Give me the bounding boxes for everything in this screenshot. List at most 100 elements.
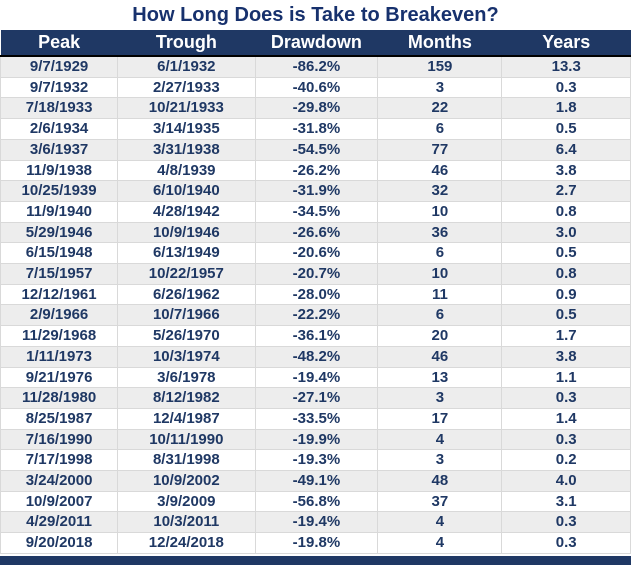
cell-drawdown: -26.6%: [254, 221, 379, 244]
cell-drawdown: -36.1%: [254, 325, 379, 347]
cell-months: 6: [377, 118, 503, 140]
cell-months: 22: [377, 97, 503, 120]
cell-trough: 3/31/1938: [117, 138, 256, 161]
table-row: 7/16/1990 10/11/1990 -19.9% 4 0.3: [0, 428, 631, 451]
cell-drawdown: -27.1%: [254, 387, 379, 409]
cell-peak: 2/6/1934: [0, 118, 119, 140]
cell-drawdown: -54.5%: [254, 138, 379, 161]
cell-peak: 8/25/1987: [0, 407, 119, 430]
cell-drawdown: -19.3%: [254, 449, 379, 472]
cell-months: 3: [377, 449, 503, 472]
cell-peak: 2/9/1966: [0, 304, 119, 327]
cell-drawdown: -31.8%: [254, 118, 379, 140]
cell-trough: 10/3/1974: [117, 345, 256, 368]
cell-drawdown: -34.5%: [254, 200, 379, 223]
cell-years: 0.3: [501, 532, 631, 554]
cell-peak: 3/6/1937: [0, 138, 119, 161]
cell-trough: 6/1/1932: [117, 55, 256, 78]
table-row: 3/24/2000 10/9/2002 -49.1% 48 4.0: [0, 470, 631, 492]
cell-months: 4: [377, 428, 503, 451]
cell-peak: 3/24/2000: [0, 470, 119, 492]
cell-peak: 12/12/1961: [0, 283, 119, 306]
column-header-drawdown: Drawdown: [255, 30, 378, 57]
cell-drawdown: -40.6%: [254, 76, 379, 99]
cell-peak: 4/29/2011: [0, 511, 119, 534]
cell-peak: 11/28/1980: [0, 387, 119, 409]
table-row: 11/28/1980 8/12/1982 -27.1% 3 0.3: [0, 387, 631, 409]
column-header-years: Years: [501, 30, 631, 57]
cell-trough: 10/11/1990: [117, 428, 256, 451]
cell-years: 0.9: [501, 283, 631, 306]
cell-trough: 6/13/1949: [117, 242, 256, 265]
cell-years: 0.8: [501, 263, 631, 285]
cell-years: 1.1: [501, 366, 631, 389]
cell-months: 4: [377, 532, 503, 554]
cell-drawdown: -86.2%: [254, 55, 379, 78]
cell-drawdown: -22.2%: [254, 304, 379, 327]
cell-months: 3: [377, 387, 503, 409]
cell-months: 37: [377, 490, 503, 513]
cell-months: 17: [377, 407, 503, 430]
cell-trough: 10/9/1946: [117, 221, 256, 244]
table-row: 10/9/2007 3/9/2009 -56.8% 37 3.1: [0, 490, 631, 513]
cell-years: 2.7: [501, 180, 631, 202]
cell-years: 1.4: [501, 407, 631, 430]
cell-months: 159: [377, 55, 503, 78]
table-row: 5/29/1946 10/9/1946 -26.6% 36 3.0: [0, 221, 631, 244]
cell-peak: 10/9/2007: [0, 490, 119, 513]
cell-years: 4.0: [501, 470, 631, 492]
cell-drawdown: -26.2%: [254, 159, 379, 182]
cell-months: 46: [377, 159, 503, 182]
cell-peak: 7/18/1933: [0, 97, 119, 120]
cell-drawdown: -56.8%: [254, 490, 379, 513]
cell-peak: 10/25/1939: [0, 180, 119, 202]
cell-peak: 9/7/1932: [0, 76, 119, 99]
cell-years: 3.1: [501, 490, 631, 513]
table-row: 3/6/1937 3/31/1938 -54.5% 77 6.4: [0, 138, 631, 161]
cell-trough: 6/10/1940: [117, 180, 256, 202]
table-row: 2/9/1966 10/7/1966 -22.2% 6 0.5: [0, 304, 631, 327]
table-row: 9/7/1929 6/1/1932 -86.2% 159 13.3: [0, 55, 631, 78]
cell-years: 0.3: [501, 428, 631, 451]
cell-years: 3.8: [501, 159, 631, 182]
footer-bar: [0, 556, 631, 565]
cell-trough: 4/8/1939: [117, 159, 256, 182]
cell-trough: 10/9/2002: [117, 470, 256, 492]
cell-years: 3.0: [501, 221, 631, 244]
table-row: 1/11/1973 10/3/1974 -48.2% 46 3.8: [0, 345, 631, 368]
cell-peak: 6/15/1948: [0, 242, 119, 265]
cell-years: 3.8: [501, 345, 631, 368]
cell-months: 36: [377, 221, 503, 244]
table-row: 11/29/1968 5/26/1970 -36.1% 20 1.7: [0, 325, 631, 347]
cell-months: 48: [377, 470, 503, 492]
column-header-months: Months: [377, 30, 502, 57]
cell-trough: 10/3/2011: [117, 511, 256, 534]
cell-years: 6.4: [501, 138, 631, 161]
cell-peak: 7/17/1998: [0, 449, 119, 472]
cell-years: 1.7: [501, 325, 631, 347]
table-body: 9/7/1929 6/1/1932 -86.2% 159 13.3 9/7/19…: [0, 55, 631, 554]
table-row: 8/25/1987 12/4/1987 -33.5% 17 1.4: [0, 407, 631, 430]
table-row: 11/9/1940 4/28/1942 -34.5% 10 0.8: [0, 200, 631, 223]
table-row: 7/17/1998 8/31/1998 -19.3% 3 0.2: [0, 449, 631, 472]
table-header: Peak Trough Drawdown Months Years: [0, 30, 631, 57]
cell-months: 4: [377, 511, 503, 534]
cell-trough: 8/31/1998: [117, 449, 256, 472]
table-row: 7/18/1933 10/21/1933 -29.8% 22 1.8: [0, 97, 631, 120]
cell-trough: 10/7/1966: [117, 304, 256, 327]
cell-trough: 10/22/1957: [117, 263, 256, 285]
cell-peak: 11/9/1938: [0, 159, 119, 182]
cell-drawdown: -20.6%: [254, 242, 379, 265]
cell-months: 13: [377, 366, 503, 389]
cell-peak: 5/29/1946: [0, 221, 119, 244]
cell-drawdown: -19.4%: [254, 511, 379, 534]
cell-trough: 3/6/1978: [117, 366, 256, 389]
cell-drawdown: -28.0%: [254, 283, 379, 306]
cell-peak: 7/16/1990: [0, 428, 119, 451]
cell-years: 0.8: [501, 200, 631, 223]
cell-years: 0.5: [501, 118, 631, 140]
header-row: Peak Trough Drawdown Months Years: [0, 30, 631, 57]
cell-peak: 1/11/1973: [0, 345, 119, 368]
table-row: 11/9/1938 4/8/1939 -26.2% 46 3.8: [0, 159, 631, 182]
cell-years: 0.5: [501, 242, 631, 265]
